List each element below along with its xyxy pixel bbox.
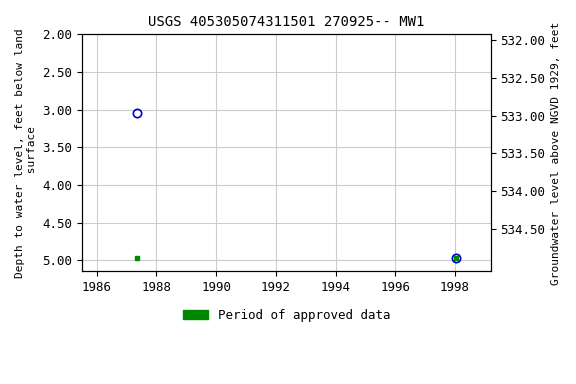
Title: USGS 405305074311501 270925-- MW1: USGS 405305074311501 270925-- MW1 bbox=[148, 15, 425, 29]
Legend: Period of approved data: Period of approved data bbox=[177, 304, 395, 327]
Y-axis label: Depth to water level, feet below land
 surface: Depth to water level, feet below land su… bbox=[15, 28, 37, 278]
Y-axis label: Groundwater level above NGVD 1929, feet: Groundwater level above NGVD 1929, feet bbox=[551, 21, 561, 285]
